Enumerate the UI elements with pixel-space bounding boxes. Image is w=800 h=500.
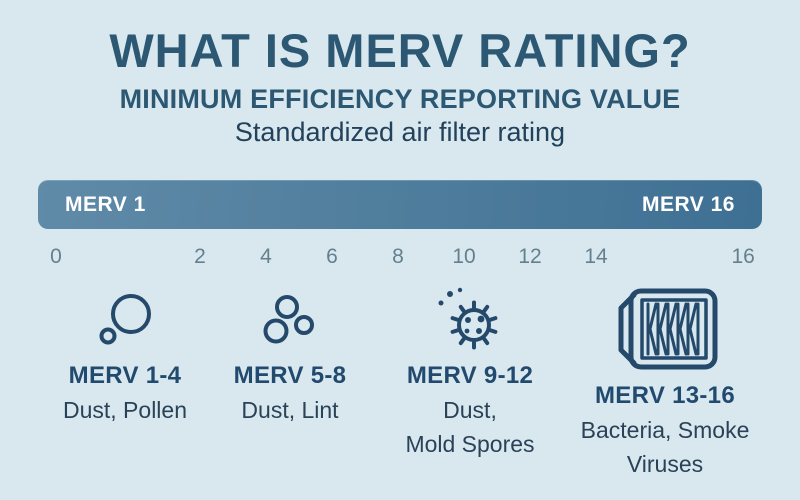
scale-tick: 6 (326, 245, 338, 268)
scale-tick: 12 (518, 245, 542, 268)
scale-tick: 14 (584, 245, 608, 268)
page-tagline: Standardized air filter rating (234, 117, 566, 147)
group-name: MERV 9-12 (406, 362, 534, 389)
group-desc-line: Dust, Pollen (62, 396, 187, 423)
group-name: MERV 1-4 (68, 362, 182, 389)
dust-pollen-icon (25, 286, 225, 352)
scale-tick: 10 (452, 245, 476, 268)
group-name: MERV 13-16 (595, 382, 735, 409)
page-subtitle: MINIMUM EFFICIENCY REPORTING VALUE (119, 84, 681, 114)
dust-lint-icon (190, 286, 390, 352)
group-merv-9-12: MERV 9-12 Dust, Mold Spores (365, 286, 575, 459)
merv-bar-left-label: MERV 1 (65, 192, 146, 216)
group-merv-1-4: MERV 1-4 Dust, Pollen (25, 286, 225, 425)
group-merv-5-8: MERV 5-8 Dust, Lint (190, 286, 390, 425)
scale-tick: 8 (392, 245, 404, 268)
scale-tick: 4 (260, 245, 272, 268)
group-desc-line: Bacteria, Smoke (580, 416, 750, 443)
scale-tick: 0 (50, 245, 62, 268)
group-desc-line: Dust, (443, 396, 497, 423)
air-filter-icon (550, 286, 780, 372)
group-name: MERV 5-8 (233, 362, 347, 389)
group-desc-line: Mold Spores (405, 430, 535, 457)
merv-bar-right-label: MERV 16 (642, 192, 735, 216)
group-desc-line: Viruses (626, 450, 704, 477)
merv-number-scale: 0 2 4 6 8 10 12 14 16 (0, 245, 800, 271)
merv-scale-bar: MERV 1 MERV 16 (38, 180, 762, 229)
page-title: WHAT IS MERV RATING? (109, 24, 691, 77)
group-merv-13-16: MERV 13-16 Bacteria, Smoke Viruses (550, 286, 780, 479)
scale-tick: 2 (194, 245, 206, 268)
scale-tick: 16 (731, 245, 755, 268)
mold-spore-icon (365, 286, 575, 352)
group-desc-line: Dust, Lint (241, 396, 339, 423)
